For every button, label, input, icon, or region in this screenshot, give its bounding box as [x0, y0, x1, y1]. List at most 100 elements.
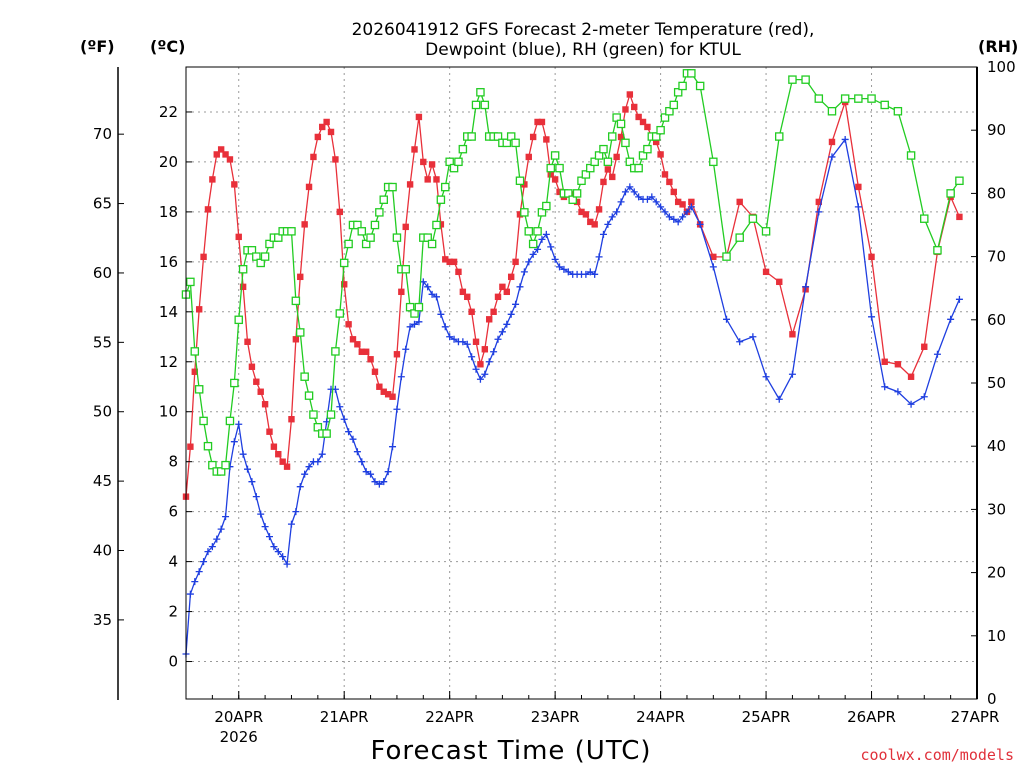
- temperature-point: [894, 361, 902, 368]
- rh-point: [616, 119, 626, 129]
- celsius-tick-label: 2: [168, 603, 178, 621]
- x-axis-label: Forecast Time (UTC): [370, 736, 651, 766]
- dewpoint-point: [841, 135, 849, 143]
- temperature-point: [921, 343, 928, 350]
- temperature-point: [868, 253, 875, 261]
- dewpoint-point: [463, 340, 471, 348]
- temperature-point: [442, 256, 449, 263]
- fahrenheit-tick-label: 40: [93, 542, 112, 560]
- dewpoint-point: [397, 373, 405, 381]
- dewpoint-point: [371, 478, 379, 486]
- rh-point: [669, 100, 679, 110]
- rh-point: [309, 410, 318, 419]
- temperature-point: [226, 156, 234, 163]
- rh-point: [537, 208, 547, 217]
- temperature-point: [710, 253, 717, 261]
- series-line-dewpoint: [185, 137, 961, 655]
- temperature-point: [292, 336, 300, 343]
- celsius-tick-label: 4: [168, 553, 178, 571]
- dewpoint-point: [788, 370, 796, 378]
- dewpoint-point: [200, 558, 208, 566]
- temperature-point: [521, 181, 528, 188]
- rh-point: [656, 125, 665, 135]
- celsius-tick-label: 22: [159, 103, 178, 121]
- temperature-point: [261, 401, 269, 408]
- temperature-point: [578, 208, 585, 216]
- rh-point: [920, 214, 929, 223]
- rh-point: [296, 328, 305, 337]
- dewpoint-point: [217, 525, 225, 533]
- temperature-point: [354, 341, 361, 348]
- rh-point: [520, 208, 529, 217]
- dewpoint-point: [208, 543, 216, 551]
- dewpoint-point: [235, 420, 243, 428]
- rh-point: [410, 309, 419, 318]
- temperature-point: [762, 268, 770, 276]
- series-rh: [181, 69, 964, 476]
- celsius-tick-label: 10: [159, 403, 178, 421]
- rh-point: [801, 75, 810, 84]
- rh-point: [339, 258, 349, 268]
- rh-point: [506, 132, 516, 141]
- celsius-tick-label: 0: [168, 653, 178, 671]
- rh-point: [678, 81, 687, 91]
- dewpoint-point: [472, 365, 480, 373]
- dewpoint-point: [564, 268, 572, 276]
- rh-point: [906, 151, 916, 160]
- rh-point: [612, 113, 621, 122]
- rh-point: [638, 151, 648, 160]
- rh-point: [581, 170, 591, 179]
- rh-point: [458, 144, 468, 154]
- dewpoint-point: [674, 218, 682, 226]
- temperature-point: [248, 363, 256, 370]
- dewpoint-point: [626, 183, 634, 191]
- temperature-point: [398, 288, 405, 296]
- rh-point: [511, 138, 520, 148]
- rh-point: [471, 100, 481, 110]
- rh-tick-label: 20: [987, 564, 1006, 582]
- dewpoint-point: [920, 393, 928, 401]
- dewpoint-point: [556, 263, 564, 271]
- temperature-point: [257, 388, 264, 395]
- dewpoint-point: [459, 338, 467, 346]
- chart-title-line-2: Dewpoint (blue), RH (green) for KTUL: [425, 40, 741, 60]
- temperature-point: [305, 183, 313, 191]
- rh-point: [436, 195, 446, 204]
- dewpoint-point: [191, 578, 199, 586]
- dewpoint-point: [384, 468, 392, 476]
- rh-point: [665, 106, 674, 116]
- fahrenheit-tick-label: 65: [93, 195, 112, 213]
- dewpoint-point: [406, 323, 414, 331]
- dewpoint-point: [498, 328, 506, 336]
- rh-point: [379, 195, 388, 204]
- temperature-point: [270, 443, 278, 450]
- dewpoint-point: [380, 478, 388, 486]
- rh-point: [722, 252, 731, 261]
- dewpoint-point: [239, 450, 247, 458]
- dewpoint-point: [736, 338, 744, 346]
- temperature-point: [622, 106, 629, 113]
- dewpoint-point: [362, 468, 370, 476]
- celsius-tick-label: 8: [168, 453, 178, 471]
- dewpoint-point: [292, 508, 300, 516]
- dewpoint-point: [802, 283, 810, 291]
- rh-point: [366, 233, 375, 242]
- temperature-point: [956, 213, 963, 221]
- rh-point: [322, 429, 331, 438]
- temperature-point: [490, 308, 497, 316]
- temperature-point: [266, 428, 273, 435]
- dewpoint-point: [424, 283, 432, 291]
- dewpoint-point: [503, 320, 511, 328]
- rh-point: [651, 132, 661, 141]
- rh-point: [190, 347, 200, 356]
- dewpoint-point: [907, 400, 915, 408]
- temperature-point: [582, 211, 590, 218]
- dewpoint-point: [252, 493, 260, 501]
- dewpoint-point: [411, 320, 419, 328]
- temperature-point: [341, 281, 348, 288]
- rh-point: [234, 315, 243, 325]
- dewpoint-point: [604, 220, 612, 228]
- dewpoint-point: [947, 315, 955, 323]
- dewpoint-point: [894, 388, 902, 396]
